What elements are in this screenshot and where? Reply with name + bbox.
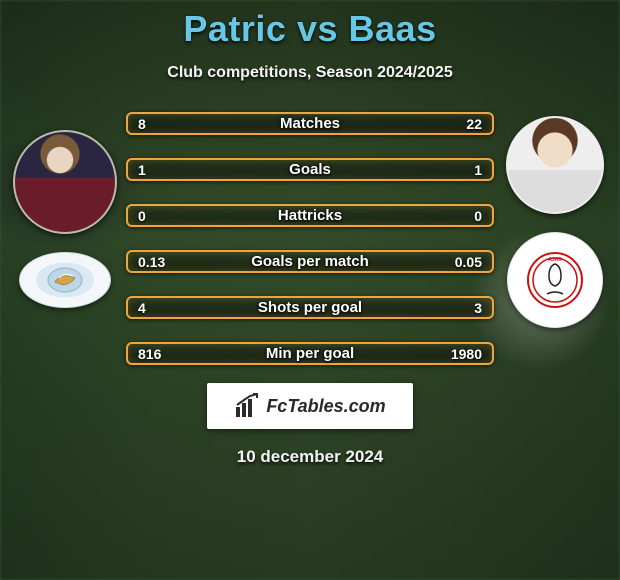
- player2-club-badge: AJAX: [507, 232, 603, 328]
- stat-row-shots-per-goal: 4 Shots per goal 3: [126, 296, 494, 319]
- player1-club-badge: [19, 252, 111, 308]
- stat-label: Min per goal: [128, 345, 492, 362]
- stat-label: Shots per goal: [128, 299, 492, 316]
- subtitle: Club competitions, Season 2024/2025: [0, 64, 620, 82]
- stats-bars: 8 Matches 22 1 Goals 1 0 Hattricks 0 0.1…: [120, 112, 500, 365]
- lazio-crest-icon: [45, 260, 85, 300]
- stat-label: Hattricks: [128, 207, 492, 224]
- stat-row-matches: 8 Matches 22: [126, 112, 494, 135]
- stat-row-goals: 1 Goals 1: [126, 158, 494, 181]
- player1-avatar: [13, 130, 117, 234]
- player2-name: Baas: [349, 8, 437, 49]
- player2-avatar: [506, 116, 604, 214]
- branding-badge: FcTables.com: [207, 383, 413, 429]
- stat-label: Goals per match: [128, 253, 492, 270]
- stat-row-goals-per-match: 0.13 Goals per match 0.05: [126, 250, 494, 273]
- left-column: [10, 130, 120, 308]
- infographic-root: Patric vs Baas Club competitions, Season…: [0, 0, 620, 580]
- player1-name: Patric: [183, 8, 286, 49]
- date-label: 10 december 2024: [0, 447, 620, 467]
- right-column: AJAX: [500, 116, 610, 328]
- vs-label: vs: [297, 8, 338, 49]
- branding-text: FcTables.com: [266, 396, 385, 417]
- svg-text:AJAX: AJAX: [548, 257, 562, 263]
- main-panel: 8 Matches 22 1 Goals 1 0 Hattricks 0 0.1…: [0, 110, 620, 365]
- page-title: Patric vs Baas: [0, 8, 620, 50]
- stat-label: Goals: [128, 161, 492, 178]
- fctables-logo-icon: [234, 393, 260, 419]
- stat-label: Matches: [128, 115, 492, 132]
- stat-row-hattricks: 0 Hattricks 0: [126, 204, 494, 227]
- ajax-crest-icon: AJAX: [525, 250, 585, 310]
- stat-row-min-per-goal: 816 Min per goal 1980: [126, 342, 494, 365]
